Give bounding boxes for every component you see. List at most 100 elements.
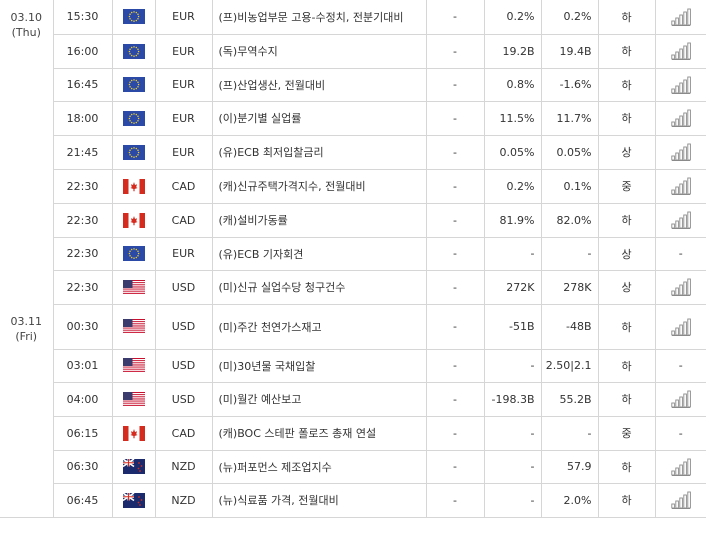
actual-value: 272K [484,270,542,305]
calendar-row: 03.10 (Thu) 15:30 EUR (프)비농업부문 고용-수정치, 전분기대비… [0,0,706,304]
time-cell: 06:45 [53,483,113,518]
time-cell: 15:30 [53,0,113,35]
eu-flag-icon [122,110,145,126]
calendar-row: 16:00 EUR (독)무역수지 -19.2B 19.4B 하 [0,34,706,69]
event-name[interactable]: (미)주간 천연가스재고 [212,304,427,350]
bar-chart-icon[interactable] [670,75,692,95]
time-cell: 22:30 [53,237,113,271]
event-name[interactable]: (프)산업생산, 전월대비 [212,68,427,102]
chart-button[interactable] [655,270,706,305]
actual-value: 19.2B [484,34,542,69]
event-name[interactable]: (유)ECB 기자회견 [212,237,427,271]
event-name[interactable]: (캐)설비가동률 [212,203,427,238]
bar-chart-icon[interactable] [670,490,692,510]
bar-chart-icon[interactable] [670,277,692,297]
event-name[interactable]: (미)월간 예산보고 [212,382,427,417]
chart-button[interactable] [655,450,706,484]
flag-cell [112,382,156,417]
dash-cell: - [426,135,485,170]
calendar-row: 06:30 NZD (뉴)퍼포먼스 제조업지수 - -57.9 하 [0,450,706,484]
currency-cell: NZD [155,483,213,518]
forecast-value: -1.6% [541,68,599,102]
importance-cell: 하 [598,382,656,417]
forecast-value: 2.0% [541,483,599,518]
time-cell: 22:30 [53,203,113,238]
bar-chart-icon[interactable] [670,41,692,61]
time-cell: 00:30 [53,304,113,350]
us-flag-icon [122,391,145,407]
event-name[interactable]: (캐)신규주택가격지수, 전월대비 [212,169,427,204]
chart-button[interactable] [655,34,706,69]
dash-cell: - [426,101,485,136]
us-flag-icon [122,279,145,295]
currency-cell: EUR [155,34,213,69]
importance-cell: 상 [598,237,656,271]
currency-cell: EUR [155,135,213,170]
flag-cell [112,101,156,136]
flag-cell [112,416,156,451]
chart-button[interactable] [655,68,706,102]
flag-cell [112,304,156,350]
event-name[interactable]: (뉴)식료품 가격, 전월대비 [212,483,427,518]
event-name[interactable]: (미)30년물 국채입찰 [212,349,427,383]
calendar-row: 06:15 CAD (캐)BOC 스테판 폴로즈 총재 연설 - - - 중 - [0,416,706,451]
event-name[interactable]: (뉴)퍼포먼스 제조업지수 [212,450,427,484]
currency-cell: USD [155,382,213,417]
actual-value: - [484,237,542,271]
actual-value: 11.5% [484,101,542,136]
currency-cell: USD [155,270,213,305]
currency-cell: EUR [155,0,213,35]
currency-cell: CAD [155,416,213,451]
calendar-row: 22:30 USD (미)신규 실업수당 청구건수 -272K 278K 상 [0,270,706,305]
chart-button[interactable] [655,304,706,350]
forecast-value: - [541,416,599,451]
currency-cell: CAD [155,169,213,204]
nz-flag-icon [122,492,145,508]
chart-button[interactable] [655,203,706,238]
event-name[interactable]: (이)분기별 실업률 [212,101,427,136]
actual-value: -51B [484,304,542,350]
actual-value: - [484,416,542,451]
bar-chart-icon[interactable] [670,7,692,27]
chart-button[interactable] [655,135,706,170]
dash-cell: - [426,349,485,383]
ca-flag-icon [122,178,145,194]
importance-cell: 하 [598,0,656,35]
actual-value: 0.2% [484,0,542,35]
chart-button[interactable] [655,101,706,136]
event-name[interactable]: (프)비농업부문 고용-수정치, 전분기대비 [212,0,427,35]
chart-button[interactable] [655,382,706,417]
bar-chart-icon[interactable] [670,389,692,409]
currency-cell: EUR [155,101,213,136]
chart-button[interactable] [655,483,706,518]
eu-flag-icon [122,77,145,92]
bar-chart-icon[interactable] [670,176,692,196]
actual-value: 81.9% [484,203,542,238]
time-cell: 03:01 [53,349,113,383]
time-cell: 21:45 [53,135,113,170]
dash-cell: - [426,169,485,204]
importance-cell: 중 [598,169,656,204]
chart-button[interactable] [655,0,706,35]
bar-chart-icon[interactable] [670,108,692,128]
importance-cell: 하 [598,304,656,350]
bar-chart-icon[interactable] [670,142,692,162]
bar-chart-icon[interactable] [670,457,692,477]
flag-cell [112,34,156,69]
importance-cell: 하 [598,483,656,518]
time-cell: 16:45 [53,68,113,102]
bar-chart-icon[interactable] [670,317,692,337]
event-name[interactable]: (독)무역수지 [212,34,427,69]
bar-chart-icon[interactable] [670,210,692,230]
flag-cell [112,349,156,383]
event-name[interactable]: (미)신규 실업수당 청구건수 [212,270,427,305]
event-name[interactable]: (유)ECB 최저입찰금리 [212,135,427,170]
chart-button[interactable] [655,169,706,204]
weekday-label: (Fri) [15,330,38,343]
dash-cell: - [426,237,485,271]
time-cell: 18:00 [53,101,113,136]
importance-cell: 하 [598,101,656,136]
calendar-row: 03.11 (Fri) 00:30 USD (미)주간 천연가스재고 - -51B -48B 하 [0,304,706,518]
event-name[interactable]: (캐)BOC 스테판 폴로즈 총재 연설 [212,416,427,451]
calendar-row: 16:45 EUR (프)산업생산, 전월대비 -0.8% -1.6% 하 [0,68,706,102]
